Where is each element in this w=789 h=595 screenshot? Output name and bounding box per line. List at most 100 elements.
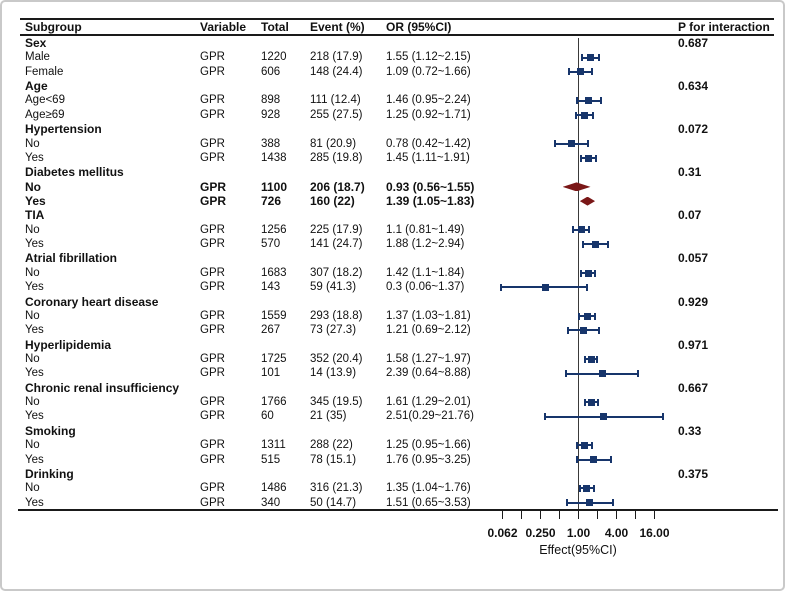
p-for-interaction-value: 0.667 (678, 380, 709, 395)
x-axis-tick-label: 0.062 (487, 526, 518, 540)
ci-upper-cap (609, 456, 612, 464)
row-variable: GPR (200, 496, 225, 509)
row-or-ci-text: 1.51 (0.65~3.53) (386, 496, 471, 509)
ci-upper-cap (599, 97, 602, 105)
ci-upper-cap (592, 484, 595, 492)
row-event-pct: 255 (27.5) (310, 108, 363, 121)
forest-square-marker (581, 111, 589, 119)
forest-square-marker (598, 370, 606, 378)
ci-lower-cap (567, 326, 570, 334)
forest-square-marker (585, 154, 593, 162)
p-for-interaction-value: 0.072 (678, 122, 709, 137)
row-total: 898 (261, 94, 281, 107)
forest-square-marker (600, 413, 608, 421)
row-total: 388 (261, 137, 281, 150)
ci-lower-cap (582, 240, 585, 248)
row-subgroup-label: No (25, 223, 40, 236)
row-or-ci-text: 1.61 (1.29~2.01) (386, 396, 471, 409)
forest-square-marker (541, 283, 549, 291)
row-variable: GPR (200, 281, 225, 294)
ci-lower-cap (553, 140, 556, 148)
forest-square-marker (592, 240, 600, 248)
row-event-pct: 73 (27.3) (310, 324, 357, 337)
column-header-or: OR (95%CI) (386, 20, 452, 34)
ci-lower-cap (584, 355, 587, 363)
row-total: 1683 (261, 266, 287, 279)
ci-upper-cap (598, 326, 601, 334)
row-group-label: Hypertension (25, 122, 102, 137)
row-or-ci-text: 1.09 (0.72~1.66) (386, 65, 471, 78)
row-event-pct: 288 (22) (310, 439, 353, 452)
row-total: 1256 (261, 223, 287, 236)
row-event-pct: 14 (13.9) (310, 367, 357, 380)
column-header-variable: Variable (200, 20, 247, 34)
ci-upper-cap (592, 111, 595, 119)
row-total: 1220 (261, 51, 287, 64)
row-event-pct: 345 (19.5) (310, 396, 363, 409)
forest-square-marker (587, 54, 594, 62)
ci-upper-cap (596, 398, 599, 406)
forest-diamond-marker (579, 196, 596, 206)
row-event-pct: 81 (20.9) (310, 137, 357, 150)
ci-lower-cap (578, 484, 581, 492)
row-event-pct: 21 (35) (310, 410, 347, 423)
ci-upper-cap (607, 240, 610, 248)
x-axis-tick-label: 4.00 (604, 526, 629, 540)
row-or-ci-text: 1.42 (1.1~1.84) (386, 266, 465, 279)
row-variable: GPR (200, 367, 225, 380)
row-variable: GPR (200, 324, 225, 337)
p-for-interaction-value: 0.33 (678, 423, 702, 438)
row-variable: GPR (200, 137, 225, 150)
row-total: 1725 (261, 353, 287, 365)
forest-square-marker (590, 456, 598, 464)
row-total: 606 (261, 65, 281, 78)
ci-upper-cap (661, 413, 664, 421)
x-axis-tick-label: 16.00 (639, 526, 670, 540)
ci-lower-cap (576, 97, 579, 105)
ci-upper-cap (588, 226, 591, 234)
row-subgroup-label: Male (25, 51, 50, 64)
row-group-label: Atrial fibrillation (25, 251, 118, 266)
ci-lower-cap (580, 154, 583, 162)
row-variable: GPR (200, 108, 225, 121)
row-subgroup-label: Yes (25, 324, 44, 337)
row-total: 1100 (261, 179, 288, 194)
row-event-pct: 293 (18.8) (310, 309, 363, 322)
forest-square-marker (581, 441, 589, 449)
row-or-ci-text: 0.3 (0.06~1.37) (386, 281, 465, 294)
row-or-ci-text: 1.88 (1.2~2.94) (386, 238, 465, 251)
row-total: 340 (261, 496, 281, 509)
row-event-pct: 316 (21.3) (310, 482, 363, 495)
row-or-ci-text: 0.93 (0.56~1.55) (386, 179, 475, 194)
row-event-pct: 307 (18.2) (310, 266, 363, 279)
row-variable: GPR (200, 410, 225, 423)
row-or-ci-text: 1.21 (0.69~2.12) (386, 324, 471, 337)
row-or-ci-text: 1.25 (0.95~1.66) (386, 439, 471, 452)
row-subgroup-label: Age<69 (25, 94, 65, 107)
row-subgroup-label: No (25, 179, 41, 194)
ci-lower-cap (580, 54, 583, 62)
forest-square-marker (577, 226, 585, 234)
row-subgroup-label: No (25, 309, 40, 322)
row-variable: GPR (200, 266, 225, 279)
row-variable: GPR (200, 179, 227, 194)
row-total: 143 (261, 281, 281, 294)
row-or-ci-text: 1.25 (0.92~1.71) (386, 108, 471, 121)
row-total: 1766 (261, 396, 287, 409)
ci-lower-cap (500, 283, 503, 291)
row-variable: GPR (200, 353, 225, 365)
row-subgroup-label: No (25, 137, 40, 150)
row-group-label: Age (25, 79, 48, 94)
row-total: 515 (261, 453, 281, 466)
row-event-pct: 148 (24.4) (310, 65, 363, 78)
forest-diamond-marker (562, 182, 591, 192)
forest-square-marker (586, 499, 594, 507)
row-or-ci-text: 1.1 (0.81~1.49) (386, 223, 465, 236)
row-event-pct: 218 (17.9) (310, 51, 363, 64)
row-or-ci-text: 1.55 (1.12~2.15) (386, 51, 471, 64)
row-group-label: Chronic renal insufficiency (25, 380, 180, 395)
row-event-pct: 141 (24.7) (310, 238, 363, 251)
row-variable: GPR (200, 238, 225, 251)
row-variable: GPR (200, 223, 225, 236)
row-subgroup-label: No (25, 353, 40, 365)
